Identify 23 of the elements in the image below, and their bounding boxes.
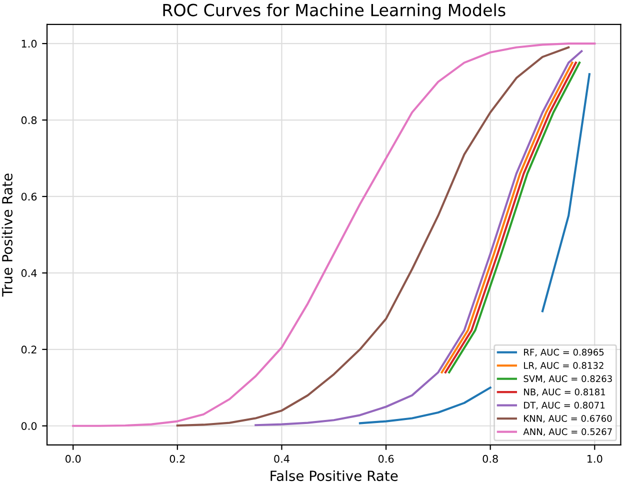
- y-axis-title: True Positive Rate: [2, 174, 12, 297]
- y-tick-label: 0.8: [21, 116, 37, 124]
- legend-label: LR, AUC = 0.8132: [524, 362, 604, 370]
- chart-title: ROC Curves for Machine Learning Models: [163, 3, 506, 20]
- y-tick-label: 0.4: [21, 269, 37, 278]
- y-tick-label: 0.2: [21, 346, 36, 354]
- legend-label: DT, AUC = 0.8071: [524, 402, 605, 410]
- legend-label: ANN, AUC = 0.5267: [523, 428, 612, 436]
- x-tick-label: 0.6: [378, 454, 394, 463]
- x-axis-title: False Positive Rate: [270, 470, 398, 482]
- x-tick-label: 0.8: [482, 454, 498, 463]
- legend-label: SVM, AUC = 0.8263: [524, 375, 612, 384]
- x-tick-label: 0.0: [66, 454, 81, 463]
- legend-label: NB, AUC = 0.8181: [524, 388, 606, 396]
- y-tick-label: 0.0: [21, 422, 37, 430]
- x-tick-label: 1.0: [588, 454, 602, 463]
- x-tick-label: 0.4: [274, 454, 290, 463]
- x-tick-label: 0.2: [170, 454, 185, 463]
- y-tick-label: 1.0: [22, 40, 37, 48]
- line-series: [176, 46, 570, 427]
- legend-label: RF, AUC = 0.8965: [524, 348, 604, 357]
- legend-label: KNN, AUC = 0.6760: [524, 415, 612, 423]
- y-tick-label: 0.6: [21, 192, 37, 201]
